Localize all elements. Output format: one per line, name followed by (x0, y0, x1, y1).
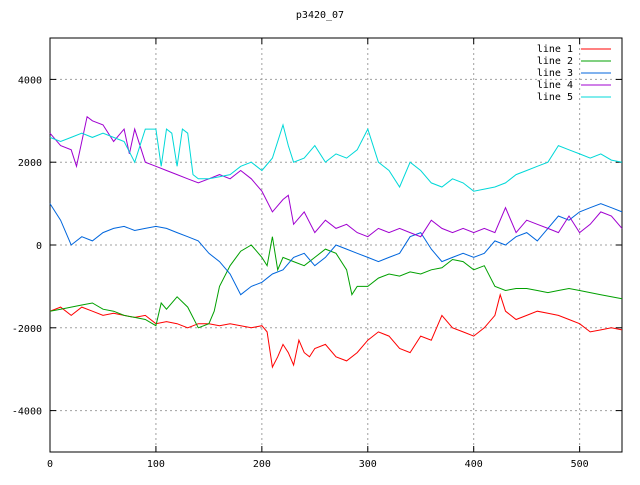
x-tick-label: 400 (465, 459, 483, 470)
x-tick-label: 500 (571, 459, 589, 470)
series-line-2 (49, 236, 623, 329)
y-tick-label: 0 (36, 241, 42, 252)
series-line-5 (49, 123, 623, 192)
x-tick-label: 100 (147, 459, 165, 470)
y-tick-label: 2000 (18, 158, 42, 169)
series-line-3 (49, 203, 623, 296)
y-tick-label: 4000 (18, 75, 42, 86)
legend-label-2: line 2 (537, 56, 573, 67)
legend-label-4: line 4 (537, 80, 573, 91)
legend-label-3: line 3 (537, 68, 573, 79)
series-line-4 (49, 115, 623, 238)
x-tick-label: 300 (359, 459, 377, 470)
x-tick-label: 200 (253, 459, 271, 470)
chart-title: p3420_07 (295, 10, 345, 21)
x-tick-label: 0 (47, 459, 53, 470)
legend-label-1: line 1 (537, 44, 573, 55)
series-line-1 (49, 292, 623, 369)
legend-label-5: line 5 (537, 92, 573, 103)
y-tick-label: -4000 (12, 407, 42, 418)
y-tick-label: -2000 (12, 324, 42, 335)
